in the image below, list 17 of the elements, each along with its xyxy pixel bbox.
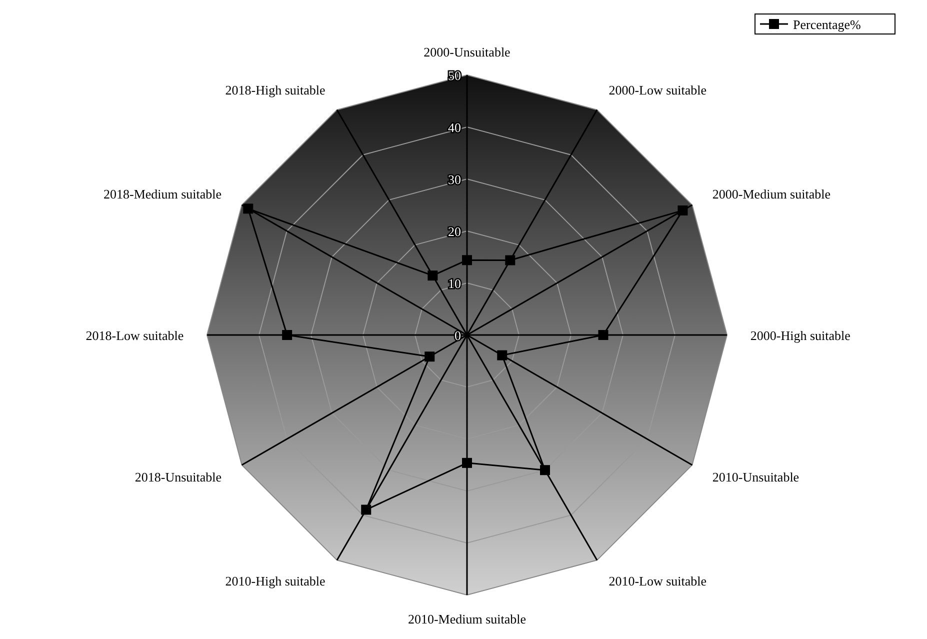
y-tick-label: 30 (448, 172, 461, 187)
spoke-label: 2010-Low suitable (608, 573, 707, 588)
spoke-label: 2010-Unsuitable (712, 470, 800, 485)
spoke-label: 2010-Medium suitable (408, 611, 526, 626)
spoke-label: 2000-Unsuitable (424, 44, 511, 60)
spoke-label: 2000-Low suitable (608, 82, 707, 98)
spoke-label: 2018-Unsuitable (134, 470, 222, 485)
spoke-label: 2018-Medium suitable (103, 186, 222, 202)
y-tick-label: 10 (448, 276, 461, 291)
spoke-label: 2000-Medium suitable (712, 186, 831, 202)
y-tick-label: 20 (448, 224, 461, 239)
spoke-label: 2018-High suitable (225, 82, 326, 98)
y-tick-label: 40 (448, 120, 461, 135)
spoke-label: 2018-Low suitable (86, 328, 184, 343)
spoke-label: 2010-High suitable (225, 573, 326, 588)
spoke-label: 2000-High suitable (750, 328, 851, 343)
legend-label: Percentage% (793, 17, 862, 32)
